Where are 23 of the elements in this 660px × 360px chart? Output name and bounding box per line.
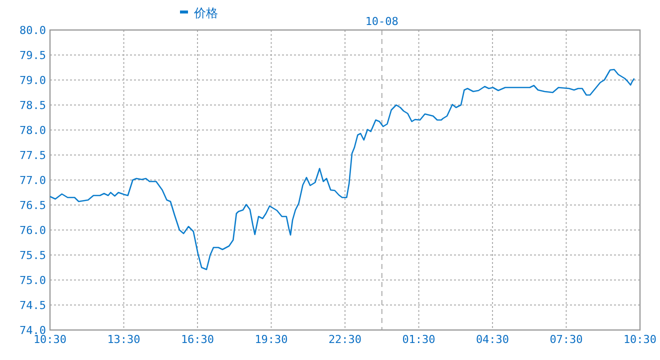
y-tick-label: 79.0 — [20, 74, 46, 87]
x-tick-label: 10:30 — [33, 333, 67, 346]
y-tick-label: 76.0 — [20, 224, 46, 237]
y-tick-label: 77.5 — [20, 149, 46, 162]
x-tick-label: 16:30 — [180, 333, 214, 346]
y-tick-label: 79.5 — [20, 49, 46, 62]
x-tick-label: 01:30 — [402, 333, 436, 346]
x-tick-label: 13:30 — [107, 333, 140, 346]
x-tick-label: 10:30 — [623, 333, 657, 346]
legend-label: 价格 — [193, 6, 218, 20]
x-tick-label: 07:30 — [550, 333, 583, 346]
x-tick-label: 22:30 — [328, 333, 362, 346]
y-tick-label: 74.5 — [20, 299, 46, 312]
x-tick-label: 19:30 — [254, 333, 288, 346]
x-tick-label: 04:30 — [476, 333, 510, 346]
y-tick-label: 75.5 — [20, 249, 46, 262]
y-tick-label: 77.0 — [20, 174, 46, 187]
y-tick-label: 78.0 — [20, 124, 46, 137]
ref-line-label: 10-08 — [365, 15, 398, 28]
y-tick-label: 76.5 — [20, 199, 46, 212]
y-tick-label: 78.5 — [20, 99, 46, 112]
y-tick-label: 75.0 — [20, 274, 46, 287]
y-tick-label: 80.0 — [20, 24, 46, 37]
